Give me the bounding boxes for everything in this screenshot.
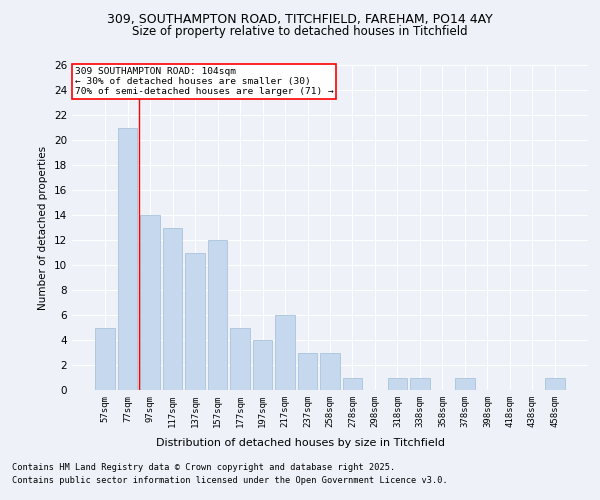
Text: 309, SOUTHAMPTON ROAD, TITCHFIELD, FAREHAM, PO14 4AY: 309, SOUTHAMPTON ROAD, TITCHFIELD, FAREH… <box>107 12 493 26</box>
Bar <box>388 378 407 390</box>
Text: Contains public sector information licensed under the Open Government Licence v3: Contains public sector information licen… <box>12 476 448 485</box>
Bar <box>95 328 115 390</box>
Text: 309 SOUTHAMPTON ROAD: 104sqm
← 30% of detached houses are smaller (30)
70% of se: 309 SOUTHAMPTON ROAD: 104sqm ← 30% of de… <box>74 66 334 96</box>
Text: Contains HM Land Registry data © Crown copyright and database right 2025.: Contains HM Land Registry data © Crown c… <box>12 464 395 472</box>
Bar <box>545 378 565 390</box>
Text: Distribution of detached houses by size in Titchfield: Distribution of detached houses by size … <box>155 438 445 448</box>
Bar <box>275 315 295 390</box>
Bar <box>118 128 137 390</box>
Bar <box>343 378 362 390</box>
Bar <box>298 352 317 390</box>
Bar <box>185 252 205 390</box>
Bar <box>163 228 182 390</box>
Text: Size of property relative to detached houses in Titchfield: Size of property relative to detached ho… <box>132 25 468 38</box>
Bar <box>253 340 272 390</box>
Y-axis label: Number of detached properties: Number of detached properties <box>38 146 49 310</box>
Bar <box>320 352 340 390</box>
Bar <box>140 215 160 390</box>
Bar <box>230 328 250 390</box>
Bar <box>455 378 475 390</box>
Bar <box>410 378 430 390</box>
Bar <box>208 240 227 390</box>
